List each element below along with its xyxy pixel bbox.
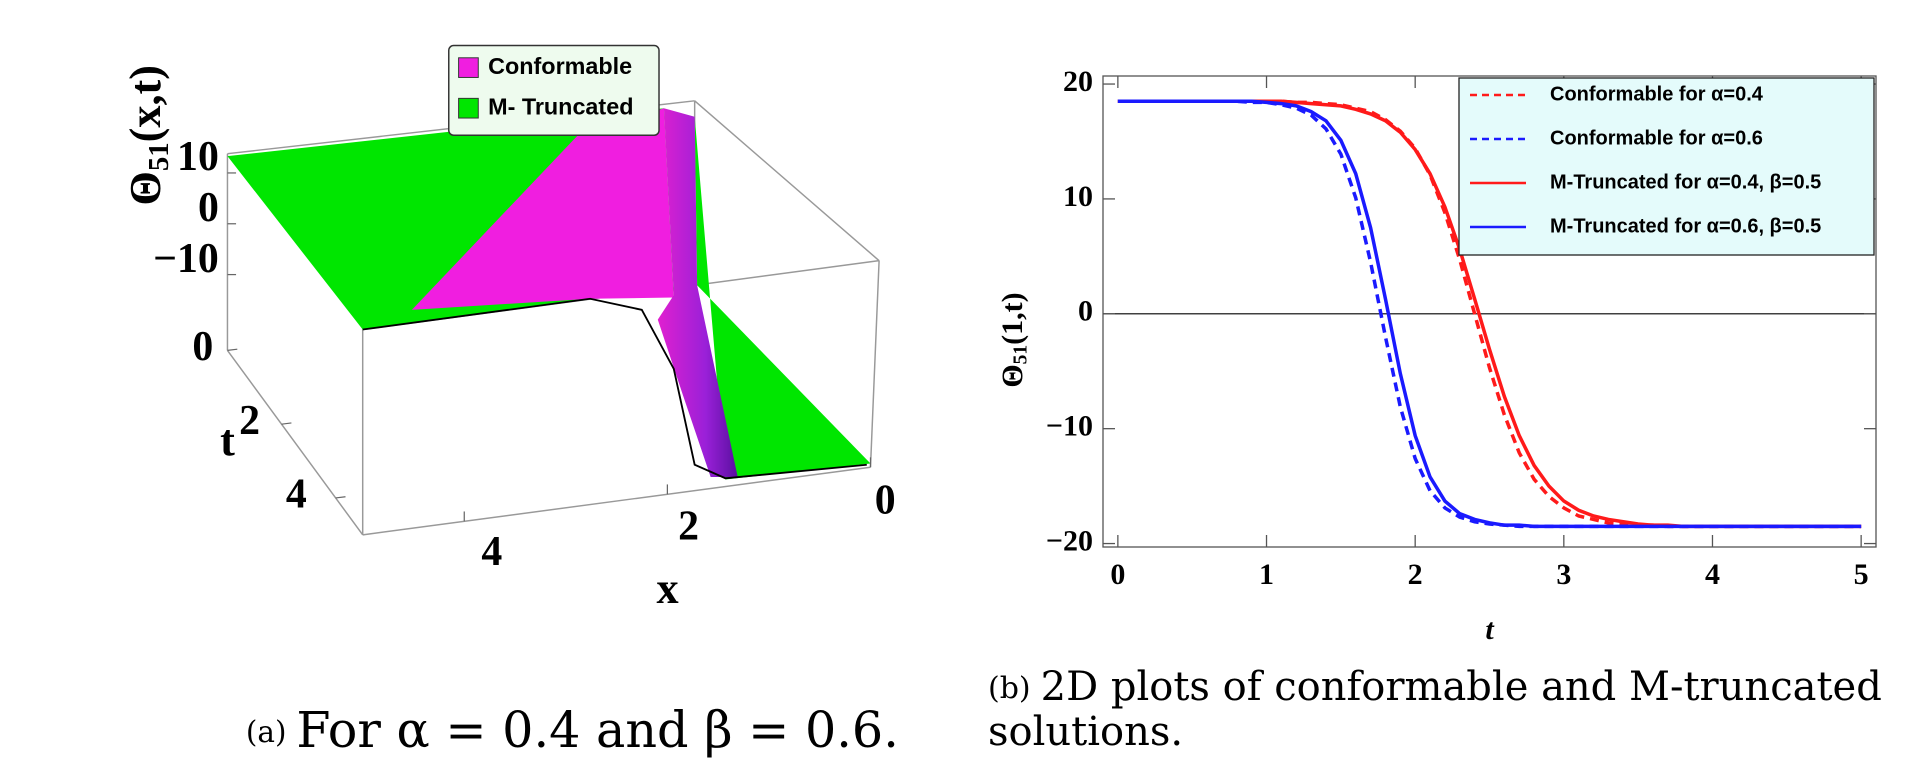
z-tick-label: 0 — [198, 185, 219, 231]
legend: Conformable for α=0.4 Conformable for α=0… — [1458, 77, 1875, 256]
x-tick-label: 0 — [875, 478, 896, 524]
x-tick-label: 4 — [481, 529, 502, 575]
caption: solutions. — [988, 709, 1183, 755]
legend-swatch — [458, 57, 479, 78]
axis-label: Θ51(1,t) — [996, 292, 1032, 387]
y-tick-label: −10 — [1046, 410, 1093, 443]
y-tick-label: 0 — [1078, 295, 1093, 328]
y-tick-label: 20 — [1063, 65, 1093, 98]
axis-label-symbol: Θ — [996, 364, 1029, 387]
caption-label: (a) — [246, 715, 287, 749]
caption: (a) For α = 0.4 and β = 0.6. — [246, 701, 899, 759]
x-tick-label: 0 — [1110, 558, 1125, 591]
y-tick-label: 4 — [286, 472, 307, 518]
x-axis-label: t — [1485, 613, 1495, 646]
legend-swatch — [458, 97, 479, 119]
x-tick-label: 3 — [1556, 558, 1571, 591]
axis-label-subscript: 51 — [1011, 345, 1032, 365]
legend-label: Conformable for α=0.6 — [1550, 127, 1763, 149]
caption-text: For α = 0.4 and β = 0.6. — [296, 701, 898, 759]
x-tick-label: 2 — [678, 503, 699, 549]
legend-box — [1458, 77, 1875, 256]
legend-label: M-Truncated for α=0.6, β=0.5 — [1550, 215, 1821, 237]
z-tick-label: −10 — [153, 236, 219, 282]
y-tick-label: 0 — [192, 324, 213, 370]
legend-box — [448, 44, 660, 136]
legend-label: Conformable — [488, 53, 632, 79]
line-chart: −20 −10 0 10 20 0 1 2 3 4 5 t Θ51(1,t) Conformable fo… — [988, 65, 1882, 755]
legend: Conformable M- Truncated — [448, 44, 660, 136]
y-tick-label: −20 — [1046, 524, 1093, 557]
axis-label-subscript: 51 — [143, 142, 175, 171]
x-tick-label: 5 — [1854, 558, 1869, 591]
caption-label: (b) — [988, 671, 1031, 706]
y-axis-label: t — [220, 416, 235, 465]
y-tick-label: 2 — [239, 398, 260, 444]
y-tick-label: 10 — [1063, 180, 1093, 213]
conformable-region — [411, 108, 674, 310]
x-tick-label: 4 — [1705, 558, 1720, 591]
y-tick — [281, 422, 292, 425]
axis-label: Θ51(x,t) — [121, 65, 175, 206]
y-tick — [227, 348, 238, 352]
caption-text: 2D plots of conformable and M-truncated — [1041, 664, 1882, 710]
series-line — [1117, 99, 1862, 529]
y-tick — [335, 496, 346, 499]
axis-label-args: (x,t) — [121, 65, 170, 142]
z-tick-label: 10 — [177, 134, 219, 180]
x-tick-label: 2 — [1408, 558, 1423, 591]
front-profile — [362, 297, 867, 480]
axis-label-symbol: Θ — [121, 171, 170, 205]
x-tick-label: 1 — [1259, 558, 1274, 591]
caption: (b) 2D plots of conformable and M-truncat… — [988, 664, 1882, 710]
low-plateau — [694, 116, 871, 480]
axis-label-args: (1,t) — [996, 292, 1029, 344]
legend-label: M- Truncated — [488, 93, 633, 119]
cliff-face — [657, 108, 738, 478]
legend-label: Conformable for α=0.4 — [1550, 83, 1764, 105]
x-axis-label: x — [657, 564, 679, 613]
plot-frame — [1102, 75, 1877, 548]
legend-label: M-Truncated for α=0.4, β=0.5 — [1550, 171, 1821, 193]
